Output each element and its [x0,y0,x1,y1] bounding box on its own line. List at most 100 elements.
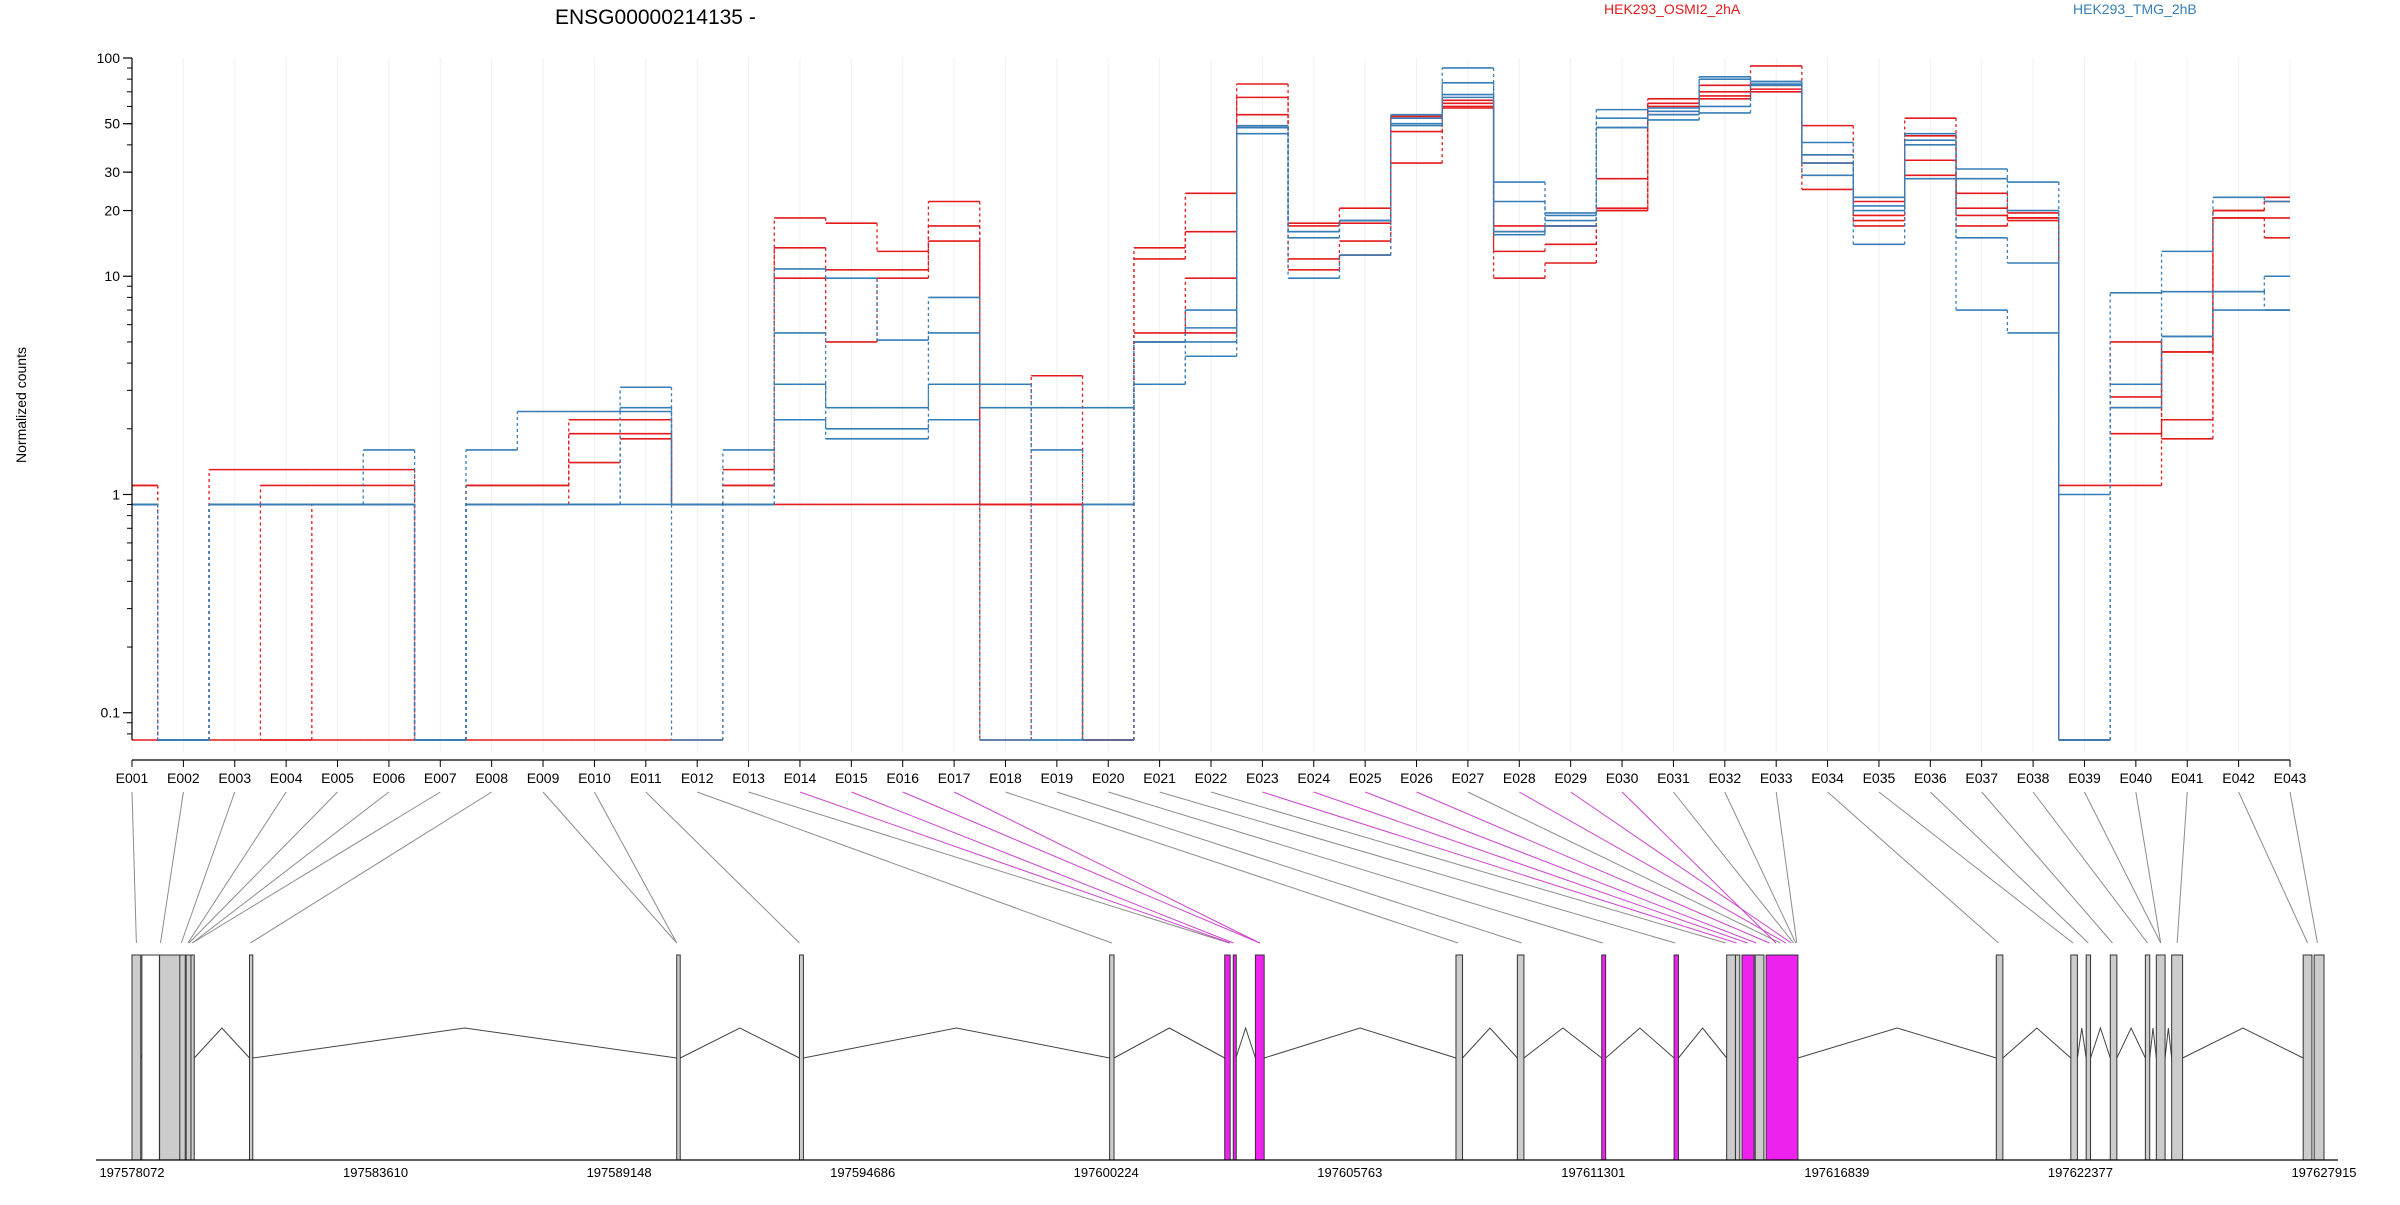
exon-connector [1056,791,1522,944]
intron-line [1605,1027,1675,1059]
exon-connector [1262,791,1737,944]
y-tick-label: 0.1 [101,705,121,721]
exon-connector [2032,791,2148,944]
exon-connector [1313,791,1748,944]
exon-box [1516,954,1525,1161]
x-tick-label: E010 [578,770,611,786]
genome-coordinate-label: 197611301 [1561,1165,1625,1180]
x-tick-label: E016 [886,770,919,786]
exon-box [248,954,254,1161]
exon-connector [799,791,1231,944]
exon-box-highlighted [1232,954,1237,1161]
intron-line [1462,1027,1518,1059]
x-tick-label: E041 [2171,770,2204,786]
x-tick-label: E040 [2120,770,2153,786]
intron-line [1235,1026,1256,1059]
x-tick-label: E008 [475,770,508,786]
y-tick-label: 20 [104,203,120,219]
x-tick-label: E017 [938,770,971,786]
connector-layer [131,791,2318,944]
intron-line [1113,1027,1225,1059]
x-tick-label: E033 [1760,770,1793,786]
intron-line [252,1027,677,1059]
y-tick-label: 10 [104,268,120,284]
x-tick-label: E024 [1297,770,1330,786]
exon-box [2302,954,2313,1161]
exon-connector [187,791,287,944]
exon-box [676,954,681,1161]
exon-box [1109,954,1115,1161]
exon-connector [1467,791,1781,944]
exon-box [131,954,142,1161]
exon-box-highlighted [1765,954,1799,1161]
x-tick-label: E028 [1503,770,1536,786]
x-tick-label: E009 [527,770,560,786]
exon-connector [1724,791,1797,944]
exon-box-highlighted [1673,954,1679,1161]
exon-box [1726,954,1736,1161]
exon-box [1754,954,1765,1161]
x-tick-label: E031 [1657,770,1690,786]
genome-coordinate-label: 197605763 [1317,1165,1382,1180]
gene-model: 197578072 197583610 197589148 197594686 1976… [96,954,2357,1180]
genome-coordinate-label: 197578072 [99,1165,164,1180]
x-tick-label: E026 [1400,770,1433,786]
exon-box [2070,954,2078,1161]
exon-box-highlighted [1601,954,1607,1161]
intron-line [2090,1026,2111,1059]
intron-line [1678,1027,1728,1059]
genome-coordinate-label: 197600224 [1074,1165,1139,1180]
intron-line [679,1027,800,1059]
x-tick-label: E038 [2017,770,2050,786]
intron-line [1264,1027,1457,1059]
intron-line [803,1027,1110,1059]
y-tick-label: 30 [104,164,120,180]
genome-coordinate-label: 197583610 [343,1165,408,1180]
exon-box-highlighted [1224,954,1231,1161]
exon-box [1734,954,1741,1161]
exon-connector [1210,791,1726,944]
x-tick-label: E030 [1606,770,1639,786]
y-axis-label: Normalized counts [13,347,29,463]
x-tick-label: E004 [270,770,303,786]
exon-connector [902,791,1260,944]
x-tick-label: E012 [681,770,714,786]
exon-connector [131,791,137,944]
exon-connector [645,791,800,944]
intron-line [1797,1027,1997,1059]
exon-connector [1364,791,1757,944]
exon-connector [1775,791,1798,944]
exon-connector [188,791,338,944]
exon-connector [160,791,184,944]
exon-connector [1108,791,1603,944]
genome-coordinate-label: 197616839 [1804,1165,1869,1180]
exon-connector [1929,791,2089,944]
exon-box [2109,954,2118,1161]
exon-connector [748,791,1230,944]
x-tick-label: E027 [1452,770,1485,786]
exon-box-highlighted [1254,954,1265,1161]
exon-connector [1159,791,1676,944]
x-tick-label: E022 [1195,770,1228,786]
exon-box [190,954,195,1161]
x-tick-label: E020 [1092,770,1125,786]
exon-connector [180,791,236,944]
x-tick-label: E018 [989,770,1022,786]
x-tick-label: E032 [1708,770,1741,786]
genome-coordinate-label: 197622377 [2048,1165,2113,1180]
intron-line [2164,1027,2173,1059]
x-tick-label: E007 [424,770,457,786]
x-tick-label: E005 [321,770,354,786]
exon-connector [851,791,1234,944]
exon-box [2085,954,2092,1161]
y-tick-label: 1 [112,486,120,502]
exon-box [2155,954,2166,1161]
series-layer [132,65,2290,741]
exon-box-outline [141,954,160,1161]
exon-connector [1673,791,1794,944]
exon-connector [542,791,678,944]
intron-line [2149,1027,2157,1059]
x-tick-label: E036 [1914,770,1947,786]
